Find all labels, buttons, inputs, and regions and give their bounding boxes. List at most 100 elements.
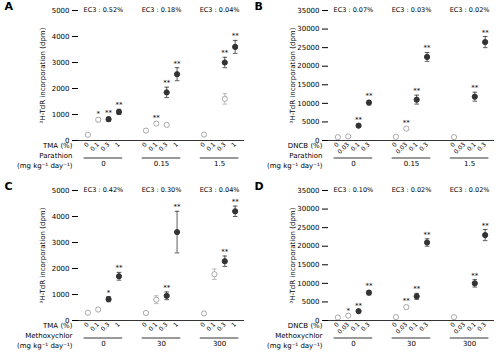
svg-text:1: 1 bbox=[171, 320, 179, 328]
svg-text:TMA (%): TMA (%) bbox=[42, 322, 73, 330]
svg-text:Methoxychlor: Methoxychlor bbox=[25, 332, 72, 340]
svg-text:³H-TdR incorporation (dpm): ³H-TdR incorporation (dpm) bbox=[289, 27, 297, 123]
svg-text:**: ** bbox=[413, 285, 421, 293]
svg-text:1000: 1000 bbox=[52, 291, 70, 299]
svg-text:20000: 20000 bbox=[297, 242, 319, 250]
svg-text:(mg kg⁻¹ day⁻¹): (mg kg⁻¹ day⁻¹) bbox=[17, 342, 73, 350]
svg-text:EC3 : 0.10%: EC3 : 0.10% bbox=[334, 186, 374, 194]
svg-text:**: ** bbox=[163, 284, 171, 292]
svg-text:³H-TdR incorporation (dpm): ³H-TdR incorporation (dpm) bbox=[39, 27, 47, 123]
svg-text:5000: 5000 bbox=[302, 118, 320, 126]
svg-text:Parathion: Parathion bbox=[289, 152, 322, 160]
svg-text:5000: 5000 bbox=[302, 298, 320, 306]
svg-text:25000: 25000 bbox=[297, 224, 319, 232]
svg-text:35000: 35000 bbox=[297, 187, 319, 195]
svg-text:EC3 : 0.03%: EC3 : 0.03% bbox=[392, 6, 432, 14]
svg-text:0.3: 0.3 bbox=[215, 320, 227, 332]
svg-text:0.3: 0.3 bbox=[157, 320, 169, 332]
svg-text:25000: 25000 bbox=[297, 44, 319, 52]
svg-text:1.5: 1.5 bbox=[214, 160, 225, 168]
svg-text:EC3 : 0.02%: EC3 : 0.02% bbox=[450, 186, 490, 194]
svg-text:0.3: 0.3 bbox=[417, 140, 429, 152]
svg-text:30: 30 bbox=[407, 340, 416, 348]
svg-text:0.3: 0.3 bbox=[157, 140, 169, 152]
svg-text:Methoxychlor: Methoxychlor bbox=[275, 332, 322, 340]
svg-text:**: ** bbox=[115, 264, 123, 272]
svg-text:³H-TdR incorporation (dpm): ³H-TdR incorporation (dpm) bbox=[39, 207, 47, 303]
svg-text:**: ** bbox=[471, 272, 479, 280]
svg-text:1.5: 1.5 bbox=[464, 160, 475, 168]
svg-text:*: * bbox=[107, 289, 111, 297]
svg-text:EC3 : 0.02%: EC3 : 0.02% bbox=[392, 186, 432, 194]
svg-text:10000: 10000 bbox=[297, 100, 319, 108]
svg-text:1: 1 bbox=[113, 140, 121, 148]
svg-text:0.3: 0.3 bbox=[99, 320, 111, 332]
svg-text:*: * bbox=[346, 307, 350, 315]
svg-text:10000: 10000 bbox=[297, 280, 319, 288]
svg-text:EC3 : 0.18%: EC3 : 0.18% bbox=[142, 6, 182, 14]
svg-text:300: 300 bbox=[463, 340, 476, 348]
svg-text:**: ** bbox=[221, 248, 229, 256]
svg-text:0: 0 bbox=[351, 160, 355, 168]
svg-text:0.3: 0.3 bbox=[417, 320, 429, 332]
svg-text:1: 1 bbox=[230, 320, 238, 328]
svg-text:**: ** bbox=[403, 297, 411, 305]
svg-text:Parathion: Parathion bbox=[39, 152, 72, 160]
svg-text:1: 1 bbox=[171, 140, 179, 148]
svg-text:30000: 30000 bbox=[297, 25, 319, 33]
svg-text:**: ** bbox=[403, 119, 411, 127]
svg-text:C: C bbox=[5, 180, 13, 193]
svg-text:EC3 : 0.07%: EC3 : 0.07% bbox=[334, 6, 374, 14]
svg-text:EC3 : 0.30%: EC3 : 0.30% bbox=[142, 186, 182, 194]
svg-text:³H-TdR incorporation (dpm): ³H-TdR incorporation (dpm) bbox=[289, 207, 297, 303]
svg-text:D: D bbox=[255, 180, 264, 193]
svg-text:30000: 30000 bbox=[297, 205, 319, 213]
svg-text:300: 300 bbox=[213, 340, 226, 348]
svg-text:**: ** bbox=[174, 60, 182, 68]
svg-text:EC3 : 0.02%: EC3 : 0.02% bbox=[450, 6, 490, 14]
svg-text:**: ** bbox=[365, 92, 373, 100]
svg-text:15000: 15000 bbox=[297, 81, 319, 89]
svg-text:**: ** bbox=[355, 116, 363, 124]
svg-text:**: ** bbox=[424, 44, 432, 52]
svg-text:**: ** bbox=[413, 87, 421, 95]
svg-text:0: 0 bbox=[101, 160, 105, 168]
svg-text:**: ** bbox=[232, 32, 240, 40]
svg-text:**: ** bbox=[174, 203, 182, 211]
svg-text:0.3: 0.3 bbox=[476, 320, 488, 332]
svg-text:4000: 4000 bbox=[52, 33, 70, 41]
svg-text:0: 0 bbox=[351, 340, 355, 348]
svg-text:(mg kg⁻¹ day⁻¹): (mg kg⁻¹ day⁻¹) bbox=[267, 162, 323, 170]
svg-text:TMA (%): TMA (%) bbox=[42, 142, 73, 150]
svg-text:EC3 : 0.04%: EC3 : 0.04% bbox=[200, 186, 240, 194]
svg-text:20000: 20000 bbox=[297, 62, 319, 70]
svg-text:1: 1 bbox=[230, 140, 238, 148]
svg-text:(mg kg⁻¹ day⁻¹): (mg kg⁻¹ day⁻¹) bbox=[267, 342, 323, 350]
svg-text:0.3: 0.3 bbox=[99, 140, 111, 152]
svg-text:15000: 15000 bbox=[297, 261, 319, 269]
svg-text:**: ** bbox=[163, 79, 171, 87]
svg-text:DNCB (%): DNCB (%) bbox=[288, 142, 323, 150]
svg-text:0.15: 0.15 bbox=[154, 160, 170, 168]
svg-text:**: ** bbox=[153, 114, 161, 122]
svg-text:5000: 5000 bbox=[52, 7, 70, 15]
svg-text:**: ** bbox=[115, 101, 123, 109]
svg-text:3000: 3000 bbox=[52, 59, 70, 67]
svg-text:0.3: 0.3 bbox=[476, 140, 488, 152]
svg-text:2000: 2000 bbox=[52, 265, 70, 273]
svg-text:0.3: 0.3 bbox=[359, 320, 371, 332]
svg-text:**: ** bbox=[482, 29, 490, 37]
svg-text:EC3 : 0.42%: EC3 : 0.42% bbox=[84, 186, 124, 194]
svg-text:**: ** bbox=[365, 282, 373, 290]
svg-text:1: 1 bbox=[113, 320, 121, 328]
svg-text:0.15: 0.15 bbox=[404, 160, 420, 168]
svg-text:**: ** bbox=[482, 222, 490, 230]
svg-text:*: * bbox=[96, 110, 100, 118]
svg-text:**: ** bbox=[355, 302, 363, 310]
svg-text:A: A bbox=[5, 0, 14, 13]
svg-text:**: ** bbox=[105, 109, 113, 117]
svg-text:1000: 1000 bbox=[52, 111, 70, 119]
svg-text:**: ** bbox=[471, 84, 479, 92]
svg-text:3000: 3000 bbox=[52, 239, 70, 247]
svg-text:EC3 : 0.04%: EC3 : 0.04% bbox=[200, 6, 240, 14]
